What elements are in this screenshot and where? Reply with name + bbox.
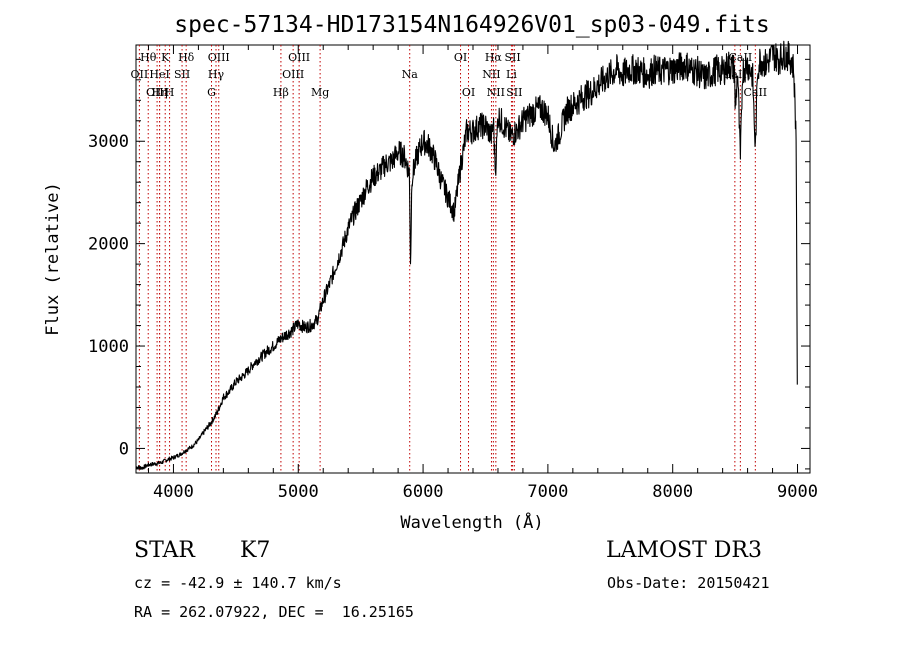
y-tick-label: 1000 — [88, 337, 129, 357]
spectral-line-label: HeI — [149, 68, 169, 81]
x-tick-label: 6000 — [403, 482, 444, 502]
spectral-line-label: OI — [462, 86, 475, 99]
x-tick-label: 9000 — [777, 482, 818, 502]
spectral-line-label: Mg — [311, 86, 329, 99]
spectral-line-label: NII — [482, 68, 500, 81]
spectral-line-label: Na — [402, 68, 419, 81]
coordinates: RA = 262.07922, DEC = 16.25165 — [134, 603, 414, 621]
spectral-line-label: Hγ — [208, 68, 225, 81]
spectral-line-label: CaII — [743, 86, 767, 99]
spectral-lines — [138, 45, 756, 473]
y-axis-label: Flux (relative) — [43, 182, 63, 336]
y-tick-label: 0 — [119, 439, 129, 459]
spectral-line-labels: Hθ OII OIII HeI K HηH SII Hδ OIII Hγ G Hβ OIII OIII Mg… — [131, 51, 768, 99]
spectrum-line — [135, 40, 798, 470]
spectral-line-label: Li — [506, 68, 517, 81]
plot-frame — [135, 44, 811, 474]
survey-name: LAMOST DR3 — [606, 538, 762, 563]
spectral-line-label: OI — [454, 51, 467, 64]
spectral-line-label: Hα — [485, 51, 503, 64]
x-tick-label: 5000 — [278, 482, 319, 502]
axis-ticks: 4000 5000 6000 7000 8000 9000 0 1000 2000 3000 — [88, 45, 818, 502]
spectral-line-label: OII — [131, 68, 149, 81]
x-tick-label: 8000 — [652, 482, 693, 502]
spectral-line-label: Hδ — [178, 51, 195, 64]
spectral-line-label: SII — [504, 51, 520, 64]
spectral-line-label: OIII — [146, 86, 168, 99]
object-subclass: K7 — [240, 538, 271, 563]
x-tick-label: 4000 — [153, 482, 194, 502]
x-axis-label: Wavelength (Å) — [400, 511, 543, 533]
spectral-line-label: G — [207, 86, 216, 99]
spectral-line-label: Hθ — [140, 51, 157, 64]
spectral-line-label: H — [165, 86, 175, 99]
chart-title: spec-57134-HD173154N164926V01_sp03-049.f… — [174, 12, 769, 38]
spectral-line-label: Hη — [151, 86, 167, 99]
spectral-line-label: Hβ — [273, 86, 289, 99]
spectral-line-label: OIII — [208, 51, 230, 64]
x-tick-label: 7000 — [527, 482, 568, 502]
redshift-cz: cz = -42.9 ± 140.7 km/s — [134, 574, 342, 592]
spectral-line-label: SII — [506, 86, 522, 99]
spectral-line-label: OIII — [282, 68, 304, 81]
y-tick-label: 3000 — [88, 132, 129, 152]
spectral-line-label: OIII — [288, 51, 310, 64]
spectral-line-label: NII — [487, 86, 505, 99]
spectral-line-label: SII — [174, 68, 190, 81]
observation-date: Obs-Date: 20150421 — [607, 574, 770, 592]
y-tick-label: 2000 — [88, 235, 129, 255]
object-class: STAR — [134, 538, 195, 563]
spectral-line-label: K — [161, 51, 170, 64]
